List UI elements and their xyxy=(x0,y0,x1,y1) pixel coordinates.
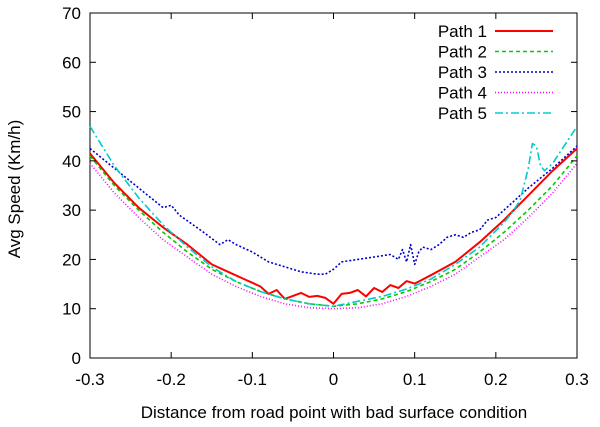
x-tick-label: 0.2 xyxy=(484,370,508,389)
y-tick-label: 70 xyxy=(62,4,81,23)
x-tick-label: -0.1 xyxy=(238,370,267,389)
legend-label: Path 1 xyxy=(438,22,487,41)
series-line-path-5 xyxy=(89,125,578,308)
y-tick-label: 20 xyxy=(62,250,81,269)
tick-layer: 0 10 20 30 40 50 60 70 -0.3 -0.2 -0.1 0 0.1 0.2 0.3 xyxy=(62,4,589,389)
y-tick-label: 60 xyxy=(62,53,81,72)
series-layer xyxy=(89,125,578,310)
legend-label: Path 2 xyxy=(438,43,487,62)
series-line-path-2 xyxy=(89,155,578,308)
legend-label: Path 4 xyxy=(438,84,487,103)
series-line-path-1 xyxy=(89,147,578,305)
y-tick-label: 10 xyxy=(62,300,81,319)
legend-label: Path 5 xyxy=(438,104,487,123)
y-axis-label: Avg Speed (Km/h) xyxy=(5,120,24,259)
x-tick-label: 0.1 xyxy=(403,370,427,389)
y-tick-label: 30 xyxy=(62,201,81,220)
x-tick-label: -0.3 xyxy=(75,370,104,389)
series-line-path-3 xyxy=(89,145,578,276)
y-tick-label: 0 xyxy=(72,349,81,368)
legend-label: Path 3 xyxy=(438,63,487,82)
y-tick-label: 50 xyxy=(62,103,81,122)
series-line-path-4 xyxy=(89,162,578,310)
x-tick-label: 0 xyxy=(329,370,338,389)
x-tick-label: 0.3 xyxy=(565,370,589,389)
y-tick-label: 40 xyxy=(62,152,81,171)
x-axis-label: Distance from road point with bad surfac… xyxy=(141,403,527,422)
x-tick-label: -0.2 xyxy=(157,370,186,389)
